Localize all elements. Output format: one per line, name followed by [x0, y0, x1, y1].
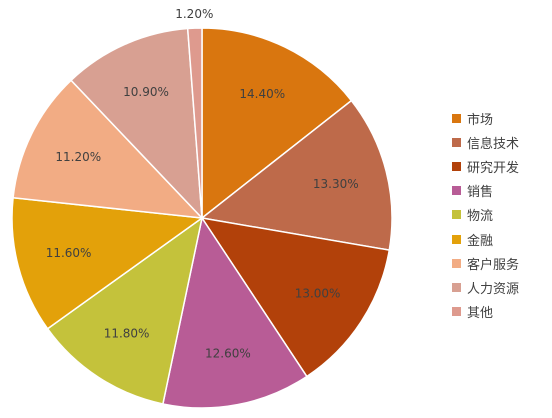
legend-item-5: 物流	[452, 203, 519, 227]
pie-slice-1	[201, 27, 353, 220]
legend-swatch	[452, 307, 461, 317]
pie-slice-7	[12, 79, 204, 219]
slice-value-label-7: 11.20%	[55, 150, 101, 164]
legend-label: 人力资源	[467, 281, 520, 297]
slice-value-label-6: 11.60%	[46, 246, 92, 260]
legend-swatch	[452, 161, 461, 171]
legend-item-2: 信息技术	[452, 130, 519, 154]
legend-item-4: 销售	[452, 179, 519, 203]
legend-item-7: 客户服务	[452, 251, 519, 275]
legend-label: 客户服务	[467, 257, 520, 273]
legend-swatch	[452, 258, 461, 268]
legend-item-1: 市场	[452, 106, 519, 130]
legend-item-6: 金融	[452, 227, 519, 251]
pie-slice-5	[46, 216, 204, 405]
legend-swatch	[452, 186, 461, 196]
legend-swatch	[452, 137, 461, 147]
legend-label: 市场	[467, 112, 494, 128]
slice-value-label-3: 13.00%	[295, 286, 341, 300]
legend-label: 其他	[467, 306, 494, 322]
legend-swatch	[452, 113, 461, 123]
legend-swatch	[452, 210, 461, 220]
legend-item-3: 研究开发	[452, 154, 519, 178]
pie-slice-2	[200, 99, 393, 251]
slice-value-label-2: 13.30%	[313, 177, 359, 191]
slice-value-label-1: 14.40%	[239, 87, 285, 101]
legend-swatch	[452, 282, 461, 292]
pie-slice-6	[11, 196, 205, 330]
legend-label: 销售	[467, 185, 494, 201]
legend-item-8: 人力资源	[452, 275, 519, 299]
legend-label: 研究开发	[467, 160, 520, 176]
slice-value-label-5: 11.80%	[104, 327, 150, 341]
legend-swatch	[452, 234, 461, 244]
slice-value-label-9: 1.20%	[175, 7, 213, 21]
pie-slice-9	[186, 27, 203, 219]
slice-value-label-4: 12.60%	[205, 347, 251, 361]
slice-value-label-8: 10.90%	[123, 85, 169, 99]
pie-slice-3	[200, 216, 391, 378]
legend-label: 物流	[467, 209, 494, 225]
pie-slice-8	[70, 27, 203, 221]
pie-slice-4	[162, 216, 308, 409]
legend-label: 信息技术	[467, 136, 520, 152]
legend-item-9: 其他	[452, 300, 519, 324]
legend-label: 金融	[467, 233, 494, 249]
chart-legend: 市场信息技术研究开发销售物流金融客户服务人力资源其他	[452, 106, 519, 324]
